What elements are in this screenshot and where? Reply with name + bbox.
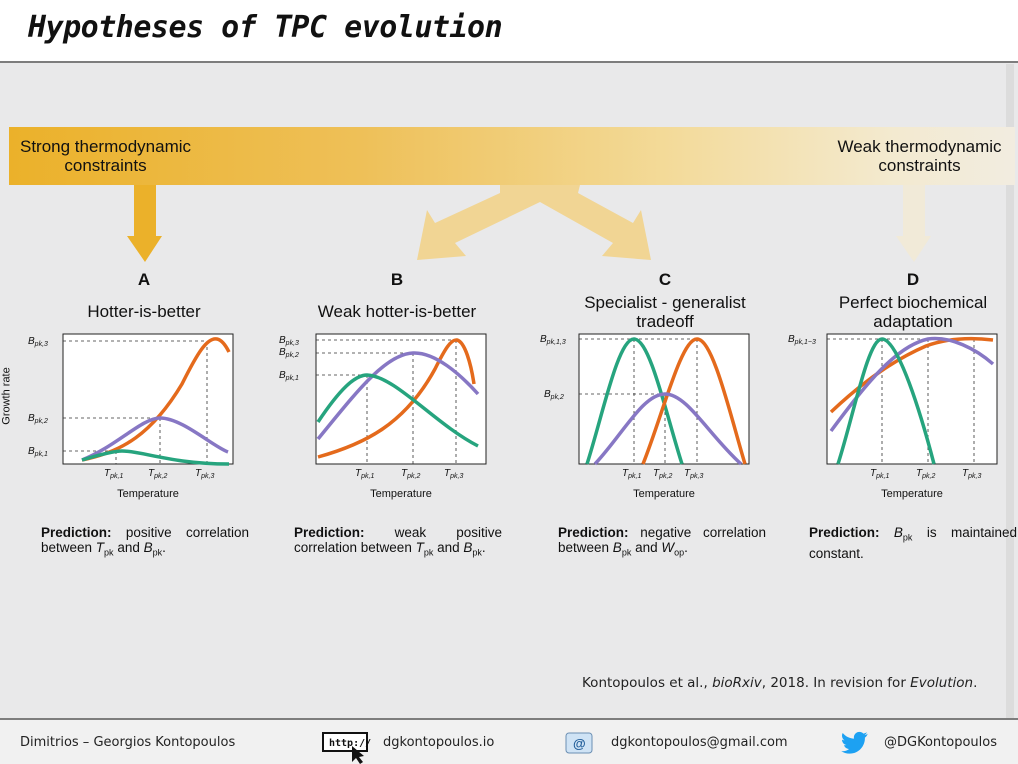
strong-constraints-label: Strong thermodynamic constraints <box>19 137 192 175</box>
xtick-d-3: Tpk,3 <box>962 468 981 480</box>
xtick-c-3: Tpk,3 <box>684 468 703 480</box>
xtick-a-3: Tpk,3 <box>195 468 214 480</box>
arrows-layer <box>127 185 931 262</box>
xtick-b-2: Tpk,2 <box>401 468 420 480</box>
weak-constraints-label: Weak thermodynamic constraints <box>837 137 1002 175</box>
panel-letter-b: B <box>390 270 404 289</box>
ytick-a-1: Bpk,1 <box>28 446 48 458</box>
prediction-c: Prediction: negative correlation between… <box>558 525 766 558</box>
citation: Kontopoulos et al., bioRxiv, 2018. In re… <box>582 675 978 691</box>
author-name: Dimitrios – Georgios Kontopoulos <box>20 735 236 750</box>
xlabel-b: Temperature <box>370 488 432 500</box>
panel-title-a: Hotter-is-better <box>87 302 201 321</box>
xtick-a-2: Tpk,2 <box>148 468 167 480</box>
panel-title-d: Perfect biochemical adaptation <box>838 293 988 331</box>
curve-orange <box>317 338 476 459</box>
panel-letter-d: D <box>906 270 920 289</box>
panel-title-b: Weak hotter-is-better <box>317 302 477 321</box>
plot-b: Bpk,3 Bpk,2 Bpk,1 Tpk,1 Tpk,2 Tpk,3 Temp… <box>279 333 487 500</box>
y-axis-label: Growth rate <box>0 367 13 425</box>
xtick-a-1: Tpk,1 <box>104 468 123 480</box>
prediction-d: Prediction: Bpk is maintained constant. <box>809 525 1017 561</box>
curve-orange <box>641 337 747 465</box>
xlabel-c: Temperature <box>633 488 695 500</box>
svg-text:http://: http:// <box>329 738 371 749</box>
xlabel-a: Temperature <box>117 488 179 500</box>
twitter-handle[interactable]: @DGKontopoulos <box>884 735 997 750</box>
arrow-split-BC-icon <box>417 185 651 260</box>
curve-purple <box>593 392 743 466</box>
curve-green <box>836 337 936 465</box>
ytick-c-13: Bpk,1,3 <box>540 334 566 346</box>
xlabel-d: Temperature <box>881 488 943 500</box>
prediction-b: Prediction: weak positive correlation be… <box>294 525 502 558</box>
footer-divider <box>0 718 1018 720</box>
plot-d: Bpk,1−3 Tpk,1 Tpk,2 Tpk,3 Temperature <box>788 333 998 500</box>
slide-title: Hypotheses of TPC evolution <box>28 10 503 45</box>
twitter-icon <box>841 731 868 754</box>
plot-c: Bpk,1,3 Bpk,2 Tpk,1 Tpk,2 Tpk,3 Temperat… <box>540 333 750 500</box>
svg-text:@: @ <box>573 736 586 751</box>
website-icon: http:// <box>322 732 371 764</box>
curve-green <box>585 337 684 465</box>
xtick-b-3: Tpk,3 <box>444 468 463 480</box>
ytick-d: Bpk,1−3 <box>788 334 816 346</box>
ytick-c-2: Bpk,2 <box>544 389 564 401</box>
ytick-b-3: Bpk,3 <box>279 335 299 347</box>
panel-letter-a: A <box>137 270 151 289</box>
panel-letter-c: C <box>658 270 672 289</box>
ytick-a-3: Bpk,3 <box>28 336 48 348</box>
plot-a: Bpk,3 Bpk,2 Bpk,1 Tpk,1 Tpk,2 Tpk,3 Temp… <box>28 333 234 500</box>
xtick-d-2: Tpk,2 <box>916 468 935 480</box>
title-divider <box>0 61 1018 63</box>
website-link[interactable]: dgkontopoulos.io <box>383 735 495 750</box>
curve-purple <box>81 416 229 462</box>
title-bar <box>0 0 1018 62</box>
ytick-b-2: Bpk,2 <box>279 347 299 359</box>
scrollbar[interactable] <box>1006 64 1014 718</box>
xtick-d-1: Tpk,1 <box>870 468 889 480</box>
email-icon: @ <box>565 732 593 754</box>
ytick-b-1: Bpk,1 <box>279 370 299 382</box>
email-link[interactable]: dgkontopoulos@gmail.com <box>611 735 788 750</box>
arrow-down-A-icon <box>127 185 162 262</box>
curve-green <box>316 373 479 448</box>
xtick-c-2: Tpk,2 <box>653 468 672 480</box>
ytick-a-2: Bpk,2 <box>28 413 48 425</box>
constraint-gradient-bar <box>9 127 1015 185</box>
xtick-b-1: Tpk,1 <box>355 468 374 480</box>
xtick-c-1: Tpk,1 <box>622 468 641 480</box>
curve-green <box>81 449 230 466</box>
panel-title-c: Specialist - generalist tradeoff <box>584 293 746 331</box>
prediction-a: Prediction: positive correlation between… <box>41 525 249 558</box>
curve-orange <box>81 337 231 462</box>
arrow-down-D-icon <box>896 185 931 262</box>
curve-purple <box>316 351 480 441</box>
